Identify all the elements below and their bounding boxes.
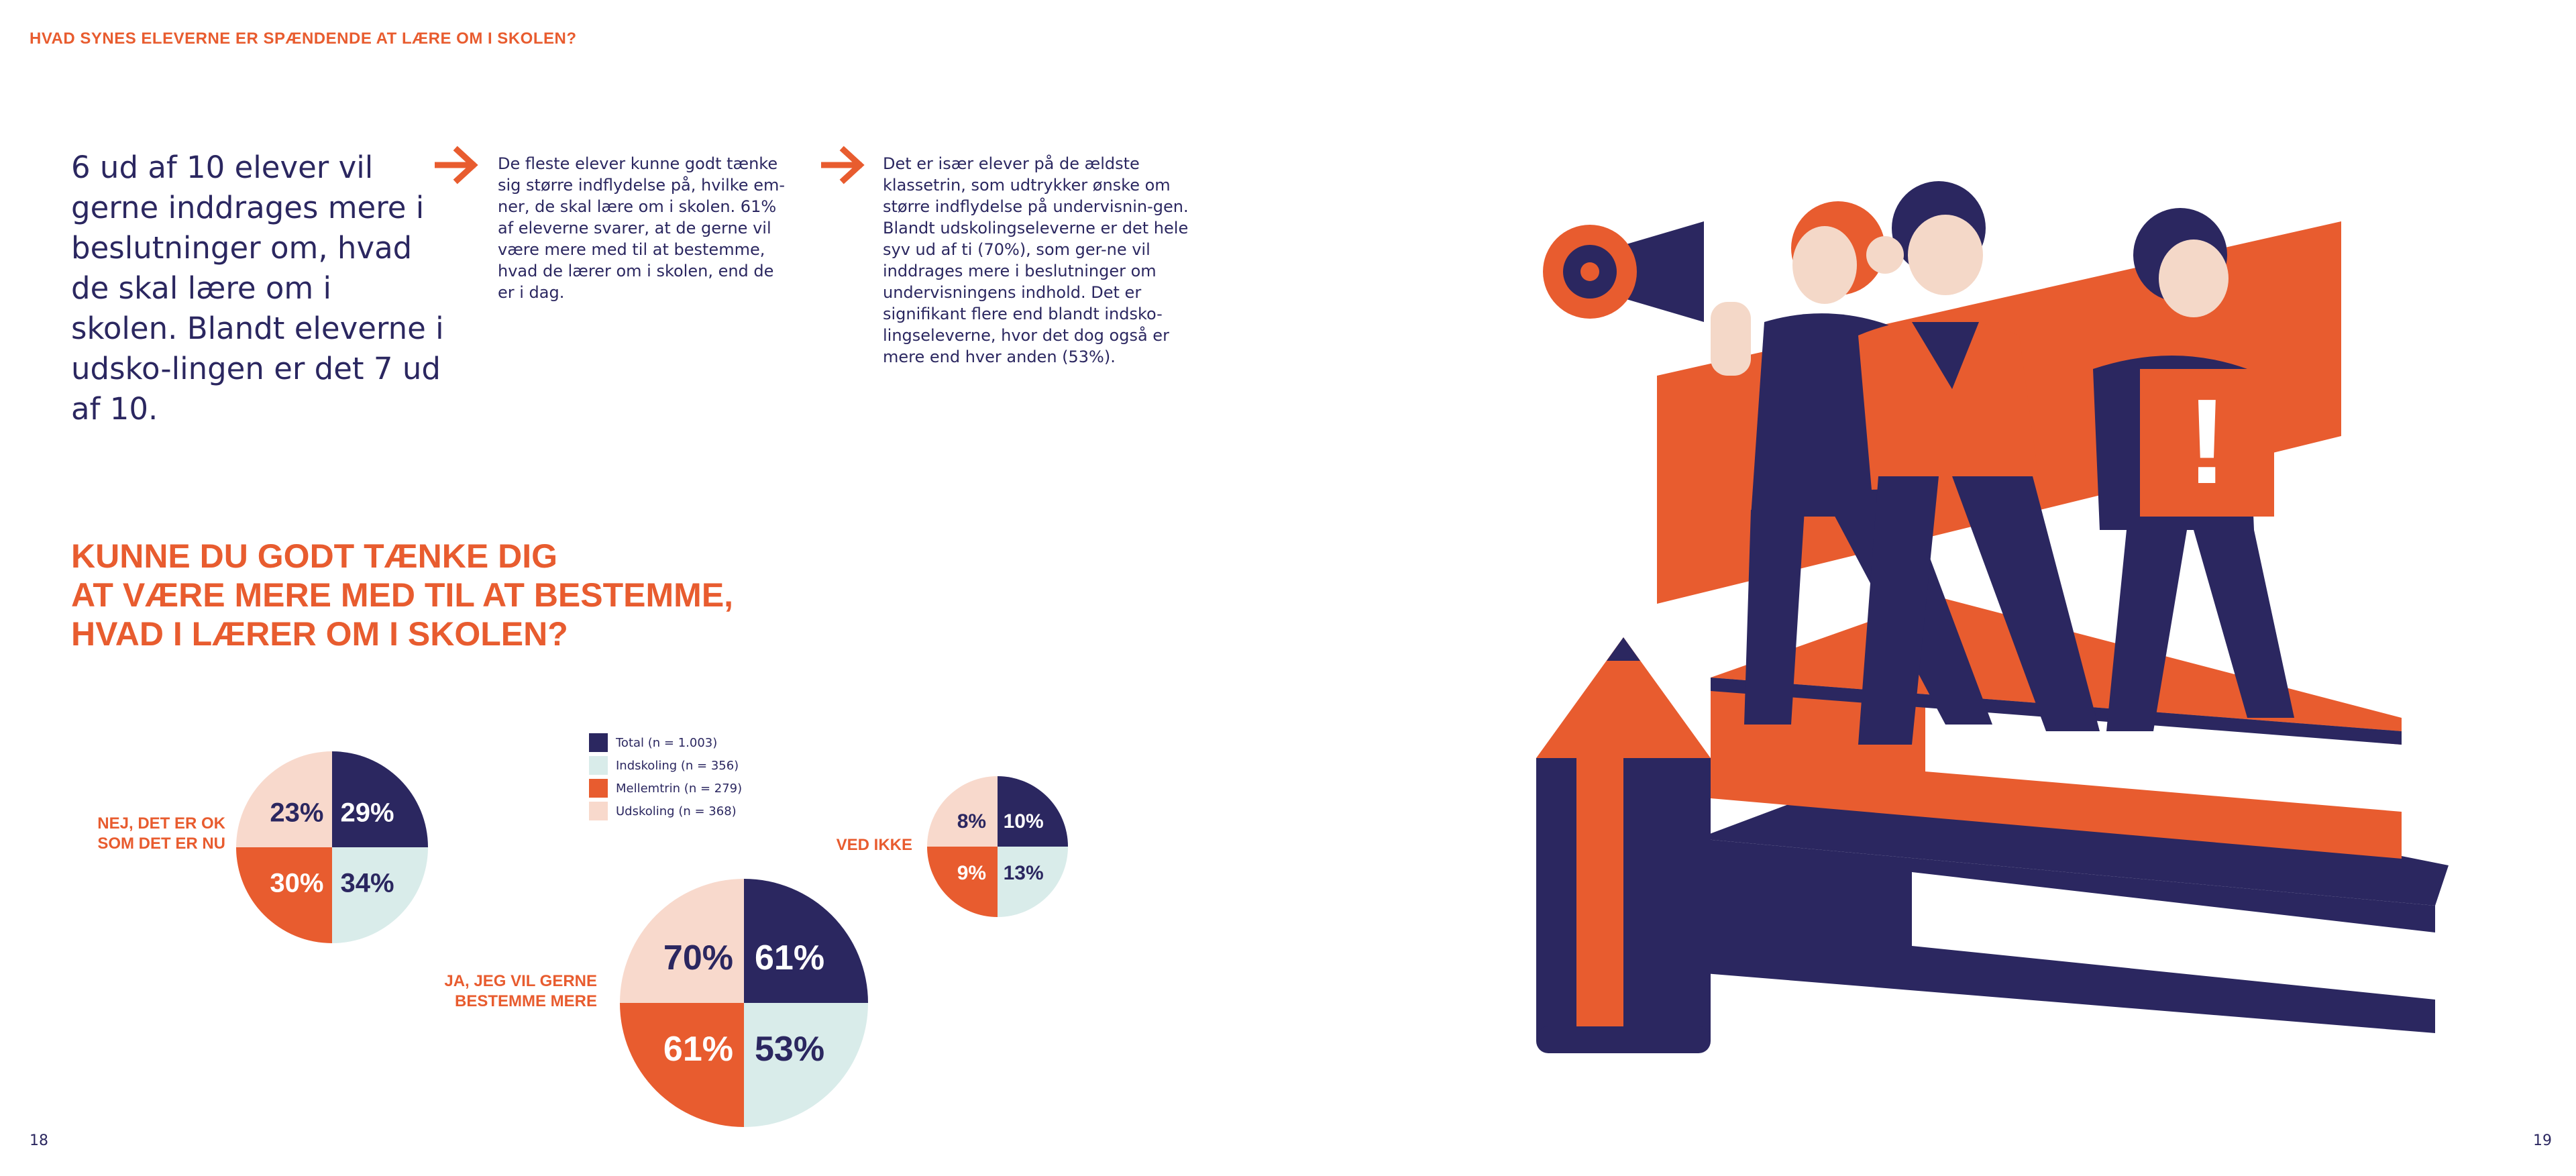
page-number-left: 18 [30,1132,48,1149]
exclamation-sign [2140,369,2274,517]
pie-slice-udskoling [620,879,744,1003]
pie-slice-indskoling [744,1003,868,1127]
chart-legend: Total (n = 1.003) Indskoling (n = 356) M… [589,731,742,822]
pie-value-label: 70% [663,939,733,977]
exclamation-mark: ! [2187,374,2227,509]
lead-statement: 6 ud af 10 elever vil gerne inddrages me… [71,150,444,427]
legend-swatch-indskoling [589,756,608,775]
page-number-right: 19 [2533,1132,2552,1149]
legend-item: Total (n = 1.003) [589,731,742,754]
pie-value-label: 53% [755,1030,824,1069]
pie-slice-mellemtrin [620,1003,744,1127]
pie-slice-indskoling [332,847,428,943]
pie-slice-indskoling [998,847,1068,917]
question-line-1: KUNNE DU GODT TÆNKE DIG [71,537,557,575]
legend-label: Total (n = 1.003) [616,735,718,750]
pie-slice-udskoling [927,776,998,847]
body-column-1: De fleste elever kunne godt tænke sig st… [498,154,786,302]
legend-label: Udskoling (n = 368) [616,804,737,818]
legend-swatch-total [589,733,608,752]
pie-label-nej-line-2: SOM DET ER NU [97,835,225,853]
pie-value-label: 34% [341,869,394,898]
pie-slice-udskoling [236,751,332,847]
legend-item: Udskoling (n = 368) [589,800,742,822]
students-illustration: ! [1536,181,2449,1053]
student-sign: ! [2093,208,2294,731]
pie-label-ja-line-1: JA, JEG VIL GERNE [444,972,597,990]
arrow-right-icon [435,146,478,184]
pie-slice-total [744,879,868,1003]
pie-chart-ja: 61% 53% 61% 70% [620,879,868,1127]
pie-label-nej-line-1: NEJ, DET ER OK [97,814,225,833]
section-header: HVAD SYNES ELEVERNE ER SPÆNDENDE AT LÆRE… [30,30,577,48]
body-column-2: Det er især elever på de ældste klassetr… [883,154,1189,366]
pie-slice-mellemtrin [927,847,998,917]
pie-value-label: 29% [341,798,394,827]
pie-value-label: 23% [270,798,323,827]
pie-value-label: 61% [755,939,824,977]
pie-value-label: 9% [957,862,986,884]
pie-value-label: 61% [663,1030,733,1069]
pencil-icon [1536,637,1711,1053]
arrow-right-icon [821,146,865,184]
pie-chart-ved-ikke: 10% 13% 9% 8% [927,776,1068,917]
pie-value-label: 30% [270,869,323,898]
pie-value-label: 8% [957,810,986,833]
pie-value-label: 10% [1004,810,1044,833]
legend-label: Mellemtrin (n = 279) [616,781,743,796]
pie-label-nej: NEJ, DET ER OK SOM DET ER NU [67,814,225,854]
legend-item: Mellemtrin (n = 279) [589,777,742,800]
pie-slice-mellemtrin [236,847,332,943]
pie-label-ved-ikke: VED IKKE [836,836,912,854]
legend-item: Indskoling (n = 356) [589,754,742,777]
chart-question-title: KUNNE DU GODT TÆNKE DIG AT VÆRE MERE MED… [71,537,809,653]
pie-slice-total [332,751,428,847]
legend-swatch-mellemtrin [589,779,608,798]
question-line-3: HVAD I LÆRER OM I SKOLEN? [71,615,568,653]
pie-label-ja-line-2: BESTEMME MERE [454,992,597,1010]
pie-value-label: 13% [1004,862,1044,884]
student-center [1858,181,2100,745]
question-line-2: AT VÆRE MERE MED TIL AT BESTEMME, [71,576,734,614]
pie-label-ja: JA, JEG VIL GERNE BESTEMME MERE [402,971,597,1012]
legend-swatch-udskoling [589,802,608,820]
legend-label: Indskoling (n = 356) [616,758,739,773]
pie-slice-total [998,776,1068,847]
pie-chart-nej: 29% 34% 30% 23% [236,751,428,943]
